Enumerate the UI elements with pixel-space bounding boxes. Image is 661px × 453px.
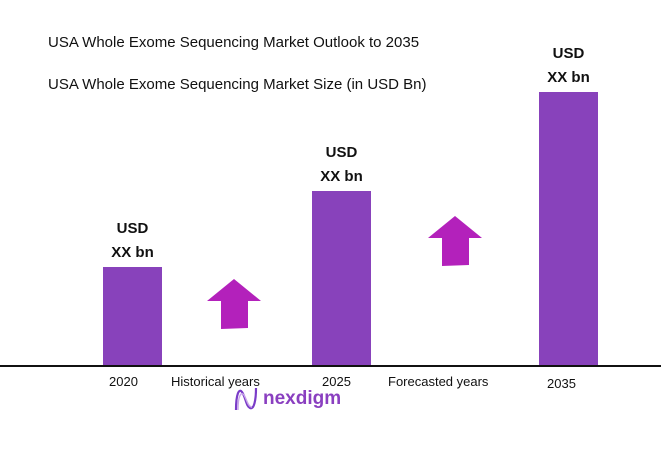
data-label-line2: XX bn [320, 167, 363, 185]
data-label-line1: USD [325, 143, 358, 161]
bar-2025 [312, 190, 371, 366]
x-tick-label: 2035 [547, 376, 576, 391]
data-label-line2: XX bn [547, 69, 590, 86]
x-tick-label: 2020 [109, 374, 138, 389]
data-label: USD XX bn [519, 42, 619, 90]
x-tick-label: 2025 [322, 374, 351, 389]
arrow-shape [428, 216, 482, 266]
up-arrow-icon [207, 279, 261, 329]
nexdigm-logo: nexdigm [233, 386, 341, 412]
period-label-historical: Historical years [171, 374, 260, 389]
data-label-line1: USD [552, 45, 585, 62]
up-arrow-icon [428, 216, 482, 266]
bar-2035 [539, 92, 598, 366]
bar-2020 [103, 267, 162, 366]
data-label-line2: XX bn [111, 244, 154, 262]
logo-text: nexdigm [263, 388, 342, 409]
chart-subtitle: USA Whole Exome Sequencing Market Size (… [48, 76, 427, 93]
data-label: USD XX bn [292, 141, 392, 189]
arrow-shape [207, 279, 261, 329]
data-label: USD XX bn [83, 217, 183, 265]
logo-mark-icon [234, 387, 258, 411]
chart-title: USA Whole Exome Sequencing Market Outloo… [48, 34, 420, 51]
x-axis-line [0, 365, 661, 367]
period-label-forecasted: Forecasted years [388, 374, 489, 389]
data-label-line1: USD [116, 220, 149, 238]
